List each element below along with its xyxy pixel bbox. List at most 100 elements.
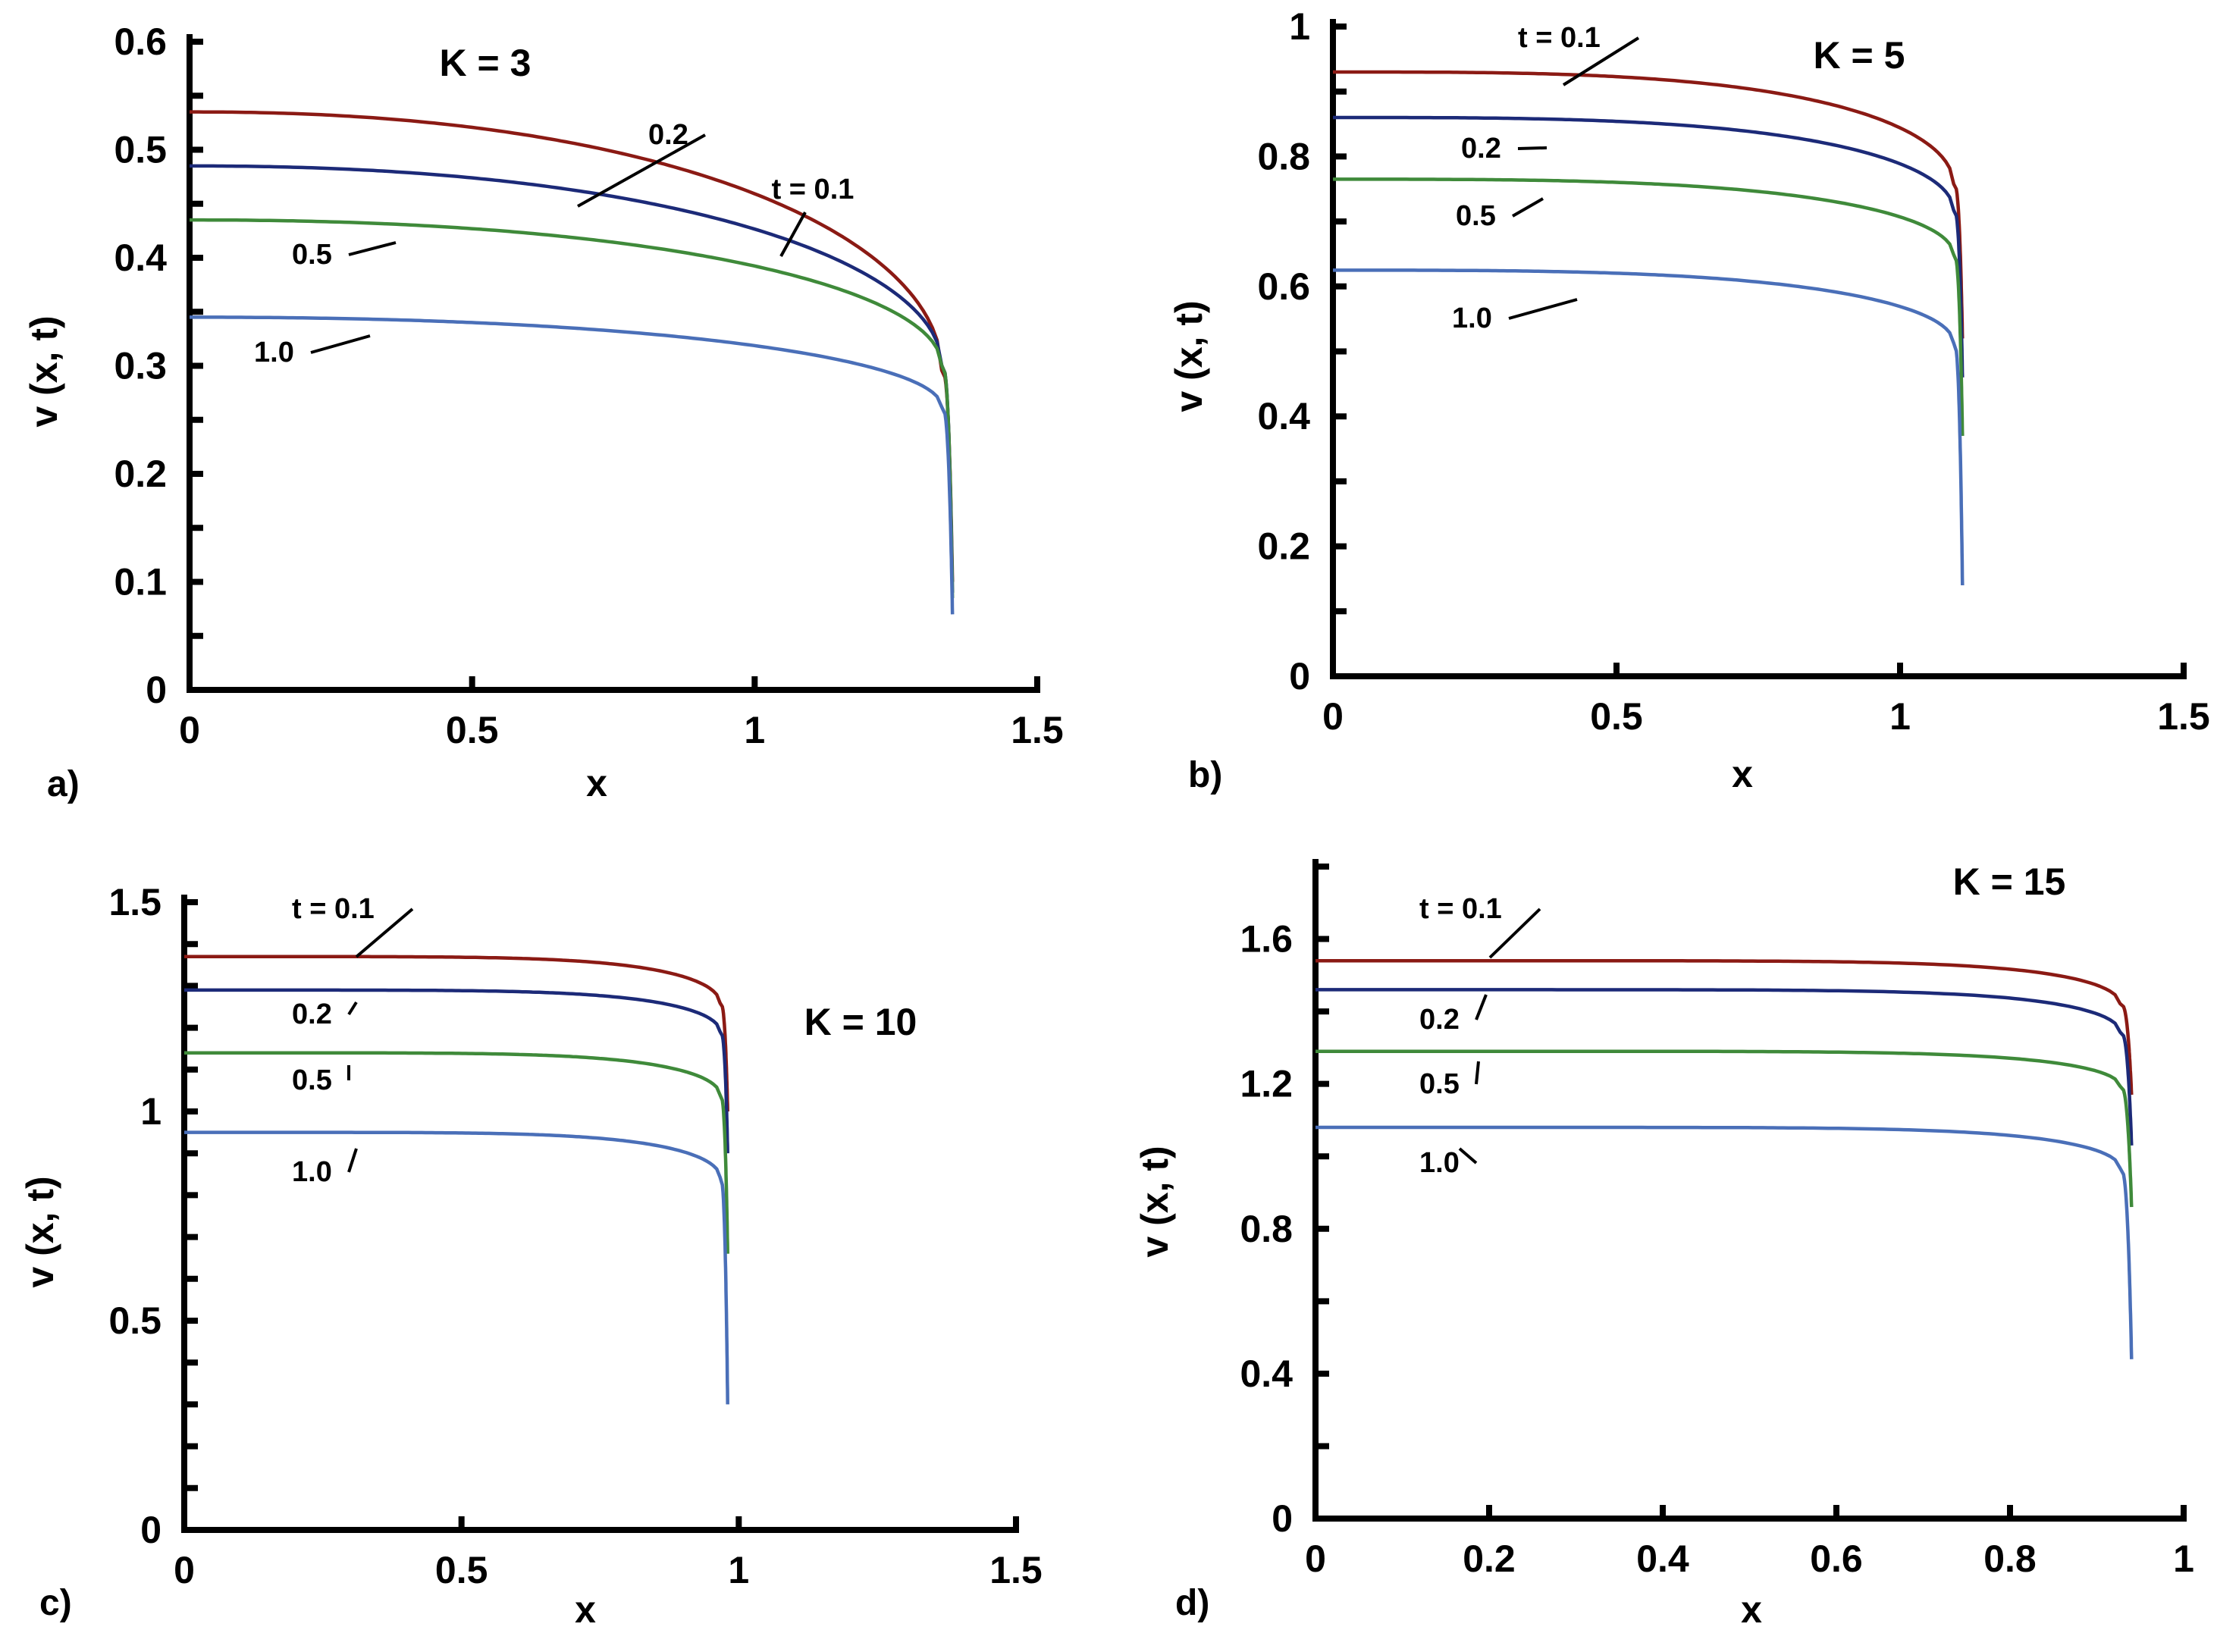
- x-tick-label: 0.8: [1983, 1538, 2037, 1580]
- annotation-leader: [1512, 197, 1544, 218]
- y-tick-label: 0.4: [114, 237, 167, 279]
- x-tick-label: 1: [744, 709, 765, 751]
- panel-letter: a): [47, 764, 80, 804]
- chart-panel-b: 0 0.2 0.4 0.6 0.8 1 0 0.5 1 1.5 t = 0.1 0.2 0.5 1.0 K …: [1168, 5, 2210, 795]
- annotation-leader: [347, 1148, 358, 1173]
- annotation-leader: [1562, 36, 1640, 86]
- series-annotation: 0.2: [1461, 133, 1501, 165]
- y-tick-label: 0: [1272, 1497, 1293, 1540]
- series-annotation: t = 0.1: [292, 893, 375, 925]
- axis-lines: [187, 34, 1040, 693]
- y-tick-label: 0.3: [114, 345, 167, 387]
- series-annotation: t = 0.1: [1518, 22, 1601, 54]
- series-line-1_0: [1333, 268, 1965, 586]
- y-tick-label: 0: [140, 1509, 161, 1551]
- series-annotation: 0.5: [292, 239, 332, 271]
- series-annotation: 0.2: [292, 998, 332, 1030]
- series-line-0_5: [184, 1051, 729, 1254]
- annotation-leader: [1458, 1147, 1478, 1165]
- chart-panel-c: 0 0.5 1 1.5 0 0.5 1 1.5 t = 0.1 0.2 0.5 1.0 K = 10 c)…: [19, 881, 1043, 1631]
- series-line-t0_1: [1315, 958, 2134, 1096]
- y-axis-label: v (x, t): [19, 1176, 61, 1287]
- x-tick-label: 1.5: [2157, 695, 2210, 738]
- x-tick-label: 0: [179, 709, 200, 751]
- series-line-0_2: [1333, 115, 1965, 378]
- annotation-leader: [355, 908, 414, 958]
- series-line-1_0: [190, 315, 955, 615]
- y-axis-label: v (x, t): [1134, 1146, 1176, 1257]
- x-tick-label: 0: [174, 1549, 195, 1591]
- x-tick-label: 0.5: [435, 1549, 488, 1591]
- panel-letter: b): [1188, 755, 1222, 795]
- y-tick-label: 0.6: [114, 20, 167, 63]
- annotation-leader: [310, 334, 371, 354]
- annotation-leader: [1488, 908, 1541, 959]
- series-annotation: 0.5: [1419, 1068, 1460, 1100]
- panel-letter: d): [1175, 1583, 1209, 1623]
- x-tick-label: 1: [1889, 695, 1911, 738]
- series-annotation: t = 0.1: [1419, 893, 1502, 925]
- y-tick-label: 1: [140, 1090, 161, 1133]
- series-annotation: 1.0: [254, 337, 294, 368]
- x-tick-label: 1.5: [989, 1549, 1043, 1591]
- y-tick-label: 0: [1289, 655, 1310, 697]
- series-annotation: 1.0: [1419, 1147, 1460, 1179]
- y-tick-label: 0.8: [1240, 1208, 1293, 1250]
- x-axis-label: x: [586, 762, 607, 804]
- annotation-leader: [779, 212, 807, 257]
- series-annotation: 1.0: [1452, 303, 1492, 334]
- y-tick-label: 1.5: [108, 881, 161, 923]
- series-line-t0_1: [184, 955, 729, 1112]
- series-line-0_2: [190, 164, 955, 593]
- x-tick-label: 0.4: [1636, 1538, 1689, 1580]
- y-tick-label: 0.6: [1257, 265, 1310, 308]
- x-tick-label: 0: [1322, 695, 1344, 738]
- panel-letter: c): [39, 1583, 72, 1623]
- annotation-leader: [577, 133, 706, 208]
- x-tick-label: 1: [728, 1549, 749, 1591]
- x-axis-label: x: [1732, 753, 1753, 795]
- x-tick-label: 1: [2173, 1538, 2194, 1580]
- series-annotation: t = 0.1: [772, 174, 855, 205]
- x-tick-label: 0.6: [1810, 1538, 1863, 1580]
- x-tick-label: 1.5: [1011, 709, 1064, 751]
- series-annotation: 0.2: [1419, 1004, 1460, 1036]
- series-annotation: 0.5: [292, 1064, 332, 1096]
- series-annotation: 1.0: [292, 1156, 332, 1188]
- k-value-label: K = 3: [440, 42, 532, 84]
- y-axis-label: v (x, t): [23, 315, 65, 427]
- y-tick-label: 0.5: [114, 129, 167, 171]
- y-tick-label: 0.4: [1257, 395, 1310, 437]
- series-line-1_0: [1315, 1125, 2134, 1359]
- axis-lines: [1330, 19, 2187, 679]
- chart-panel-a: 0 0.1 0.2 0.3 0.4 0.5 0.6 0 0.5 1 1.5 t = 0.1 0.2 0.5…: [23, 20, 1064, 804]
- annotation-leader: [348, 241, 397, 256]
- series-line-0_2: [1315, 988, 2134, 1146]
- annotation-leader: [1517, 146, 1548, 150]
- series-line-t0_1: [1333, 70, 1965, 339]
- x-tick-label: 0: [1305, 1538, 1326, 1580]
- y-tick-label: 1: [1289, 5, 1310, 48]
- series-line-0_5: [1315, 1049, 2134, 1208]
- series-line-0_5: [190, 218, 955, 598]
- y-tick-label: 0.2: [1257, 525, 1310, 568]
- x-tick-label: 0.5: [446, 709, 499, 751]
- k-value-label: K = 10: [804, 1001, 917, 1043]
- series-annotation: 0.5: [1456, 200, 1496, 232]
- chart-panel-d: 0 0.4 0.8 1.2 1.6 0 0.2 0.4 0.6 0.8 1 t = 0.1 0.2 0.5…: [1134, 859, 2194, 1631]
- annotation-leader: [1475, 994, 1488, 1020]
- y-axis-label: v (x, t): [1168, 300, 1210, 412]
- annotation-leader: [347, 1001, 358, 1016]
- y-tick-label: 0.8: [1257, 135, 1310, 177]
- x-axis-label: x: [575, 1588, 596, 1631]
- k-value-label: K = 15: [1953, 860, 2066, 903]
- series-annotation: 0.2: [648, 119, 688, 151]
- y-tick-label: 0.5: [108, 1299, 161, 1342]
- y-tick-label: 0: [146, 669, 167, 711]
- x-tick-label: 0.5: [1590, 695, 1643, 738]
- annotation-leader: [1508, 298, 1578, 320]
- annotation-leader: [1475, 1061, 1480, 1085]
- y-tick-label: 1.6: [1240, 918, 1293, 961]
- y-tick-label: 0.4: [1240, 1353, 1293, 1395]
